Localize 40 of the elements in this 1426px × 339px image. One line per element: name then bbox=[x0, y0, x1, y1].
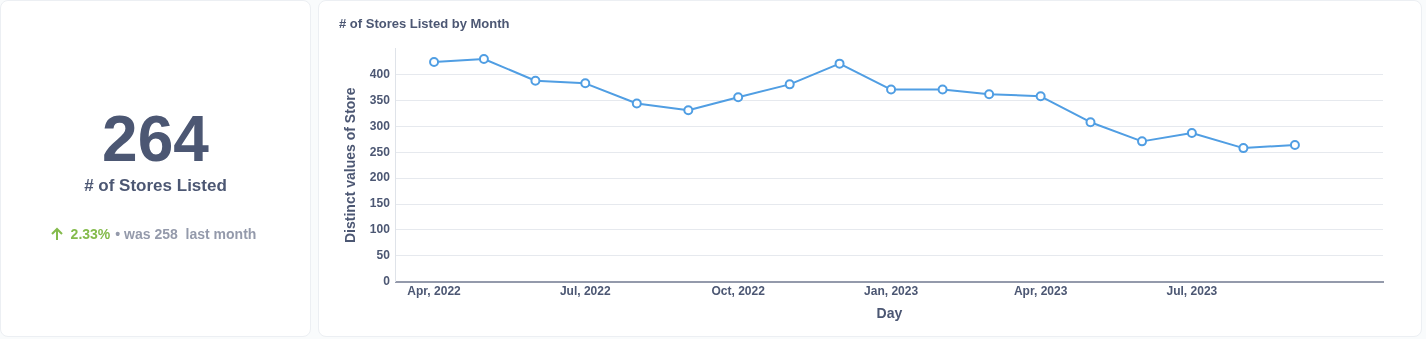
x-tick-label: Oct, 2022 bbox=[711, 284, 766, 299]
y-tick-label: 150 bbox=[369, 196, 391, 211]
y-tick-label: 400 bbox=[369, 66, 391, 81]
text: 264 bbox=[102, 102, 209, 175]
point bbox=[1137, 136, 1148, 147]
point bbox=[478, 53, 489, 64]
x-tick-label: Jul, 2022 bbox=[559, 284, 611, 299]
point bbox=[784, 79, 795, 90]
point bbox=[631, 98, 642, 109]
point bbox=[530, 75, 541, 86]
point bbox=[937, 84, 948, 95]
chart-title: # of Stores Listed by Month bbox=[339, 16, 510, 32]
y-tick-label: 350 bbox=[369, 92, 391, 107]
text: 2.33% bbox=[70, 225, 111, 242]
text: • was 258 last month bbox=[115, 225, 257, 242]
text: # of Stores Listed bbox=[84, 175, 227, 196]
x-tick-label: Apr, 2023 bbox=[1013, 284, 1068, 299]
x-axis-title: Day bbox=[876, 305, 903, 322]
point bbox=[886, 84, 897, 95]
x-tick-label: Jan, 2023 bbox=[864, 284, 919, 299]
point bbox=[984, 89, 995, 100]
point bbox=[1289, 139, 1300, 150]
point bbox=[580, 78, 591, 89]
x-tick-label: Jul, 2023 bbox=[1166, 284, 1218, 299]
point bbox=[834, 58, 845, 69]
y-tick-label: 50 bbox=[376, 248, 391, 263]
point bbox=[1085, 117, 1096, 128]
point bbox=[429, 57, 440, 68]
y-tick-label: 200 bbox=[369, 170, 391, 185]
point bbox=[1186, 128, 1197, 139]
y-axis-title: Distinct values of Store bbox=[342, 87, 359, 243]
y-tick-label: 0 bbox=[383, 274, 391, 289]
y-tick-label: 100 bbox=[369, 222, 391, 237]
point bbox=[733, 92, 744, 103]
point bbox=[1238, 143, 1249, 154]
y-tick-label: 250 bbox=[369, 144, 391, 159]
point bbox=[683, 105, 694, 116]
x-tick-label: Apr, 2022 bbox=[407, 284, 462, 299]
y-tick-label: 300 bbox=[369, 118, 391, 133]
point bbox=[1035, 91, 1046, 102]
